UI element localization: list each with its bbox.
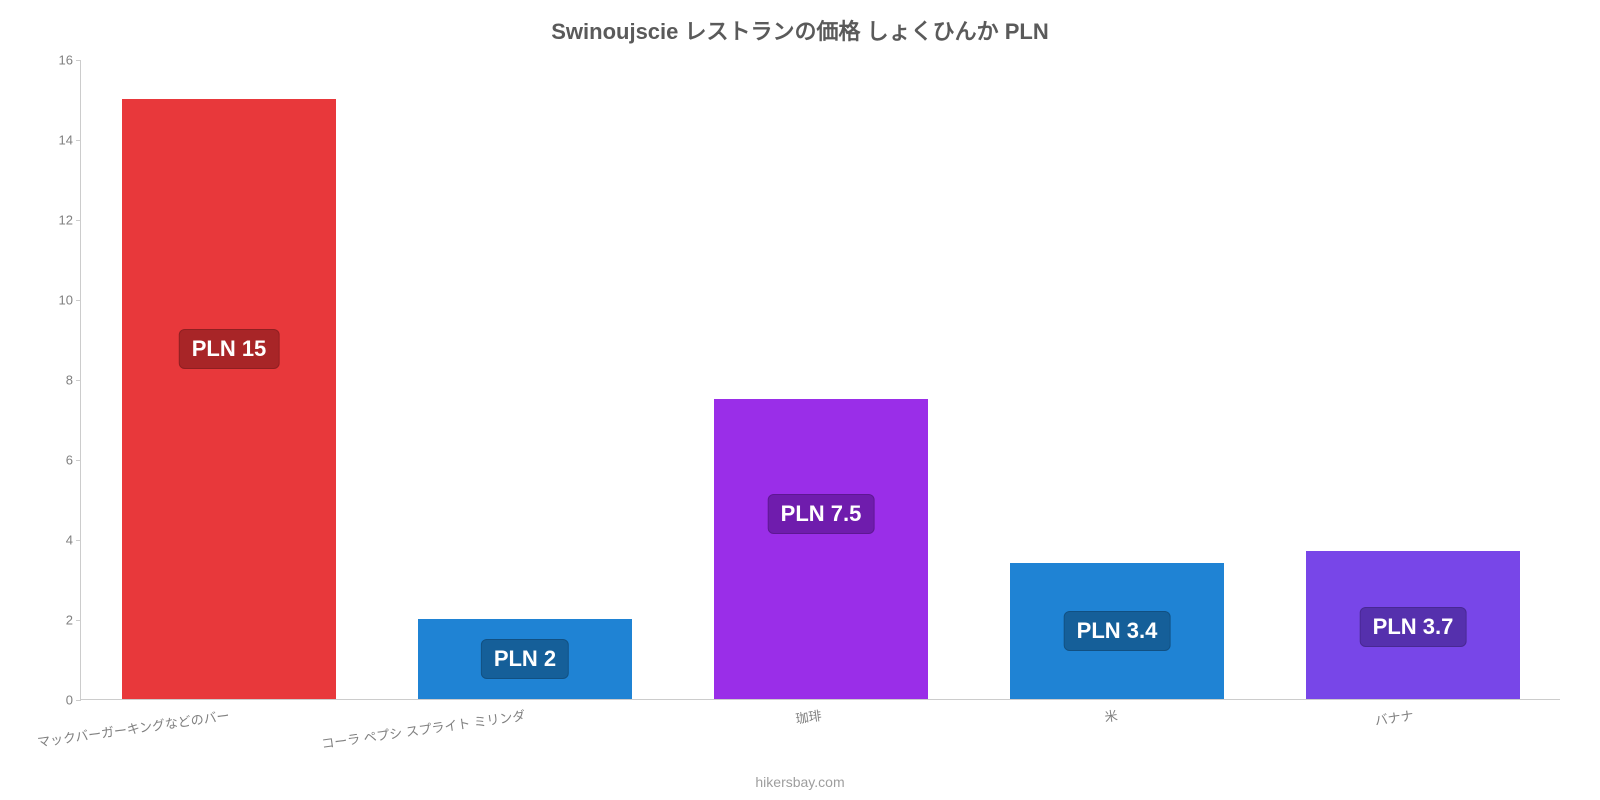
y-axis-tick: 10 xyxy=(41,293,73,308)
bar-value-label: PLN 3.7 xyxy=(1360,607,1467,647)
bar xyxy=(122,99,335,699)
chart-title: Swinoujscie レストランの価格 しょくひんか PLN xyxy=(0,14,1600,46)
bar-value-label: PLN 3.4 xyxy=(1064,611,1171,651)
x-axis-tick: バナナ xyxy=(1373,705,1414,729)
bar-value-label: PLN 7.5 xyxy=(768,494,875,534)
bar xyxy=(714,399,927,699)
bar-value-label: PLN 15 xyxy=(179,329,280,369)
chart-credit: hikersbay.com xyxy=(0,774,1600,790)
plot-area: 0246810121416PLN 15マックバーガーキングなどのバーPLN 2コ… xyxy=(80,60,1560,700)
y-axis-tick: 6 xyxy=(41,453,73,468)
x-axis-tick: マックバーガーキングなどのバー xyxy=(36,705,231,751)
price-bar-chart: Swinoujscie レストランの価格 しょくひんか PLN 02468101… xyxy=(0,0,1600,800)
y-axis-tick: 2 xyxy=(41,613,73,628)
y-axis-tick: 14 xyxy=(41,133,73,148)
y-axis-tick: 12 xyxy=(41,213,73,228)
x-axis-tick: 米 xyxy=(1103,705,1119,726)
bar-value-label: PLN 2 xyxy=(481,639,569,679)
x-axis-tick: コーラ ペプシ スプライト ミリンダ xyxy=(320,705,526,752)
y-axis-tick: 0 xyxy=(41,693,73,708)
x-axis-tick: 珈琲 xyxy=(794,705,822,727)
y-axis-tick: 8 xyxy=(41,373,73,388)
y-axis-tick: 16 xyxy=(41,53,73,68)
y-axis-tick: 4 xyxy=(41,533,73,548)
